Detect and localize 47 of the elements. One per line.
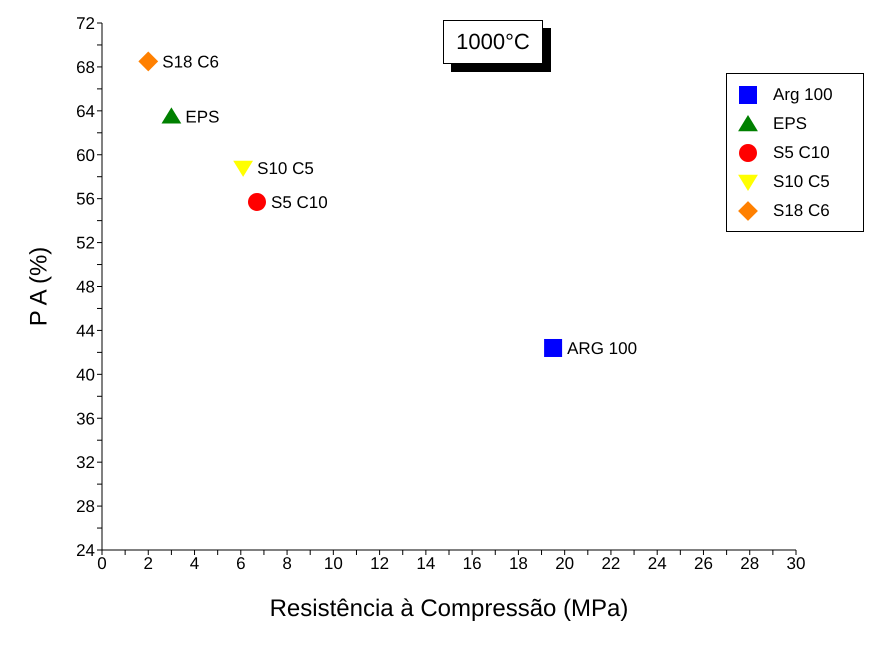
x-tick-label: 14 (416, 554, 436, 574)
point (162, 107, 182, 124)
point (233, 160, 254, 177)
y-tick-label: 24 (76, 541, 95, 560)
point (138, 52, 158, 72)
y-tick-label: 56 (76, 190, 95, 209)
y-tick-label: 36 (76, 409, 95, 428)
x-tick-label: 28 (740, 554, 760, 574)
point (544, 338, 562, 357)
legend-label: S5 C10 (773, 142, 830, 162)
annotation: EPS (185, 107, 220, 126)
point (248, 192, 266, 211)
y-axis-title: P A (%) (26, 246, 53, 326)
x-tick-label: 2 (144, 554, 153, 574)
x-tick-label: 16 (462, 554, 482, 574)
y-tick-label: 44 (76, 321, 95, 340)
y-tick-label: 40 (76, 365, 95, 384)
annotation: ARG 100 (567, 339, 638, 358)
legend-label: S10 C5 (773, 172, 830, 192)
y-tick-label: 72 (76, 14, 95, 34)
y-tick-label: 52 (76, 234, 95, 253)
legend-label: Arg 100 (773, 84, 833, 104)
legend-label: EPS (773, 114, 808, 134)
legend-label: S18 C6 (773, 200, 830, 220)
x-tick-label: 26 (694, 554, 713, 574)
chart-title: 1000°C (443, 20, 543, 64)
y-tick-label: 68 (76, 58, 95, 77)
y-tick-label: 48 (76, 278, 95, 297)
annotation: S18 C6 (162, 52, 219, 72)
y-tick-label: 64 (76, 102, 95, 121)
x-tick-label: 18 (508, 554, 528, 574)
y-tick-label: 32 (76, 453, 95, 472)
x-tick-label: 30 (786, 554, 806, 574)
annotation: S10 C5 (257, 158, 314, 178)
x-axis-title: Resistência à Compressão (MPa) (270, 595, 628, 622)
x-tick-label: 4 (190, 554, 200, 574)
annotation: S5 C10 (270, 192, 328, 212)
x-tick-label: 0 (97, 554, 107, 574)
y-tick-label: 60 (76, 146, 95, 165)
x-tick-label: 22 (601, 554, 620, 574)
x-tick-label: 6 (236, 554, 246, 574)
y-tick-label: 28 (76, 497, 95, 516)
x-tick-label: 8 (282, 554, 292, 574)
x-tick-label: 10 (324, 554, 343, 574)
x-tick-label: 24 (648, 554, 667, 574)
x-tick-label: 20 (555, 554, 574, 574)
x-tick-label: 12 (370, 554, 390, 574)
